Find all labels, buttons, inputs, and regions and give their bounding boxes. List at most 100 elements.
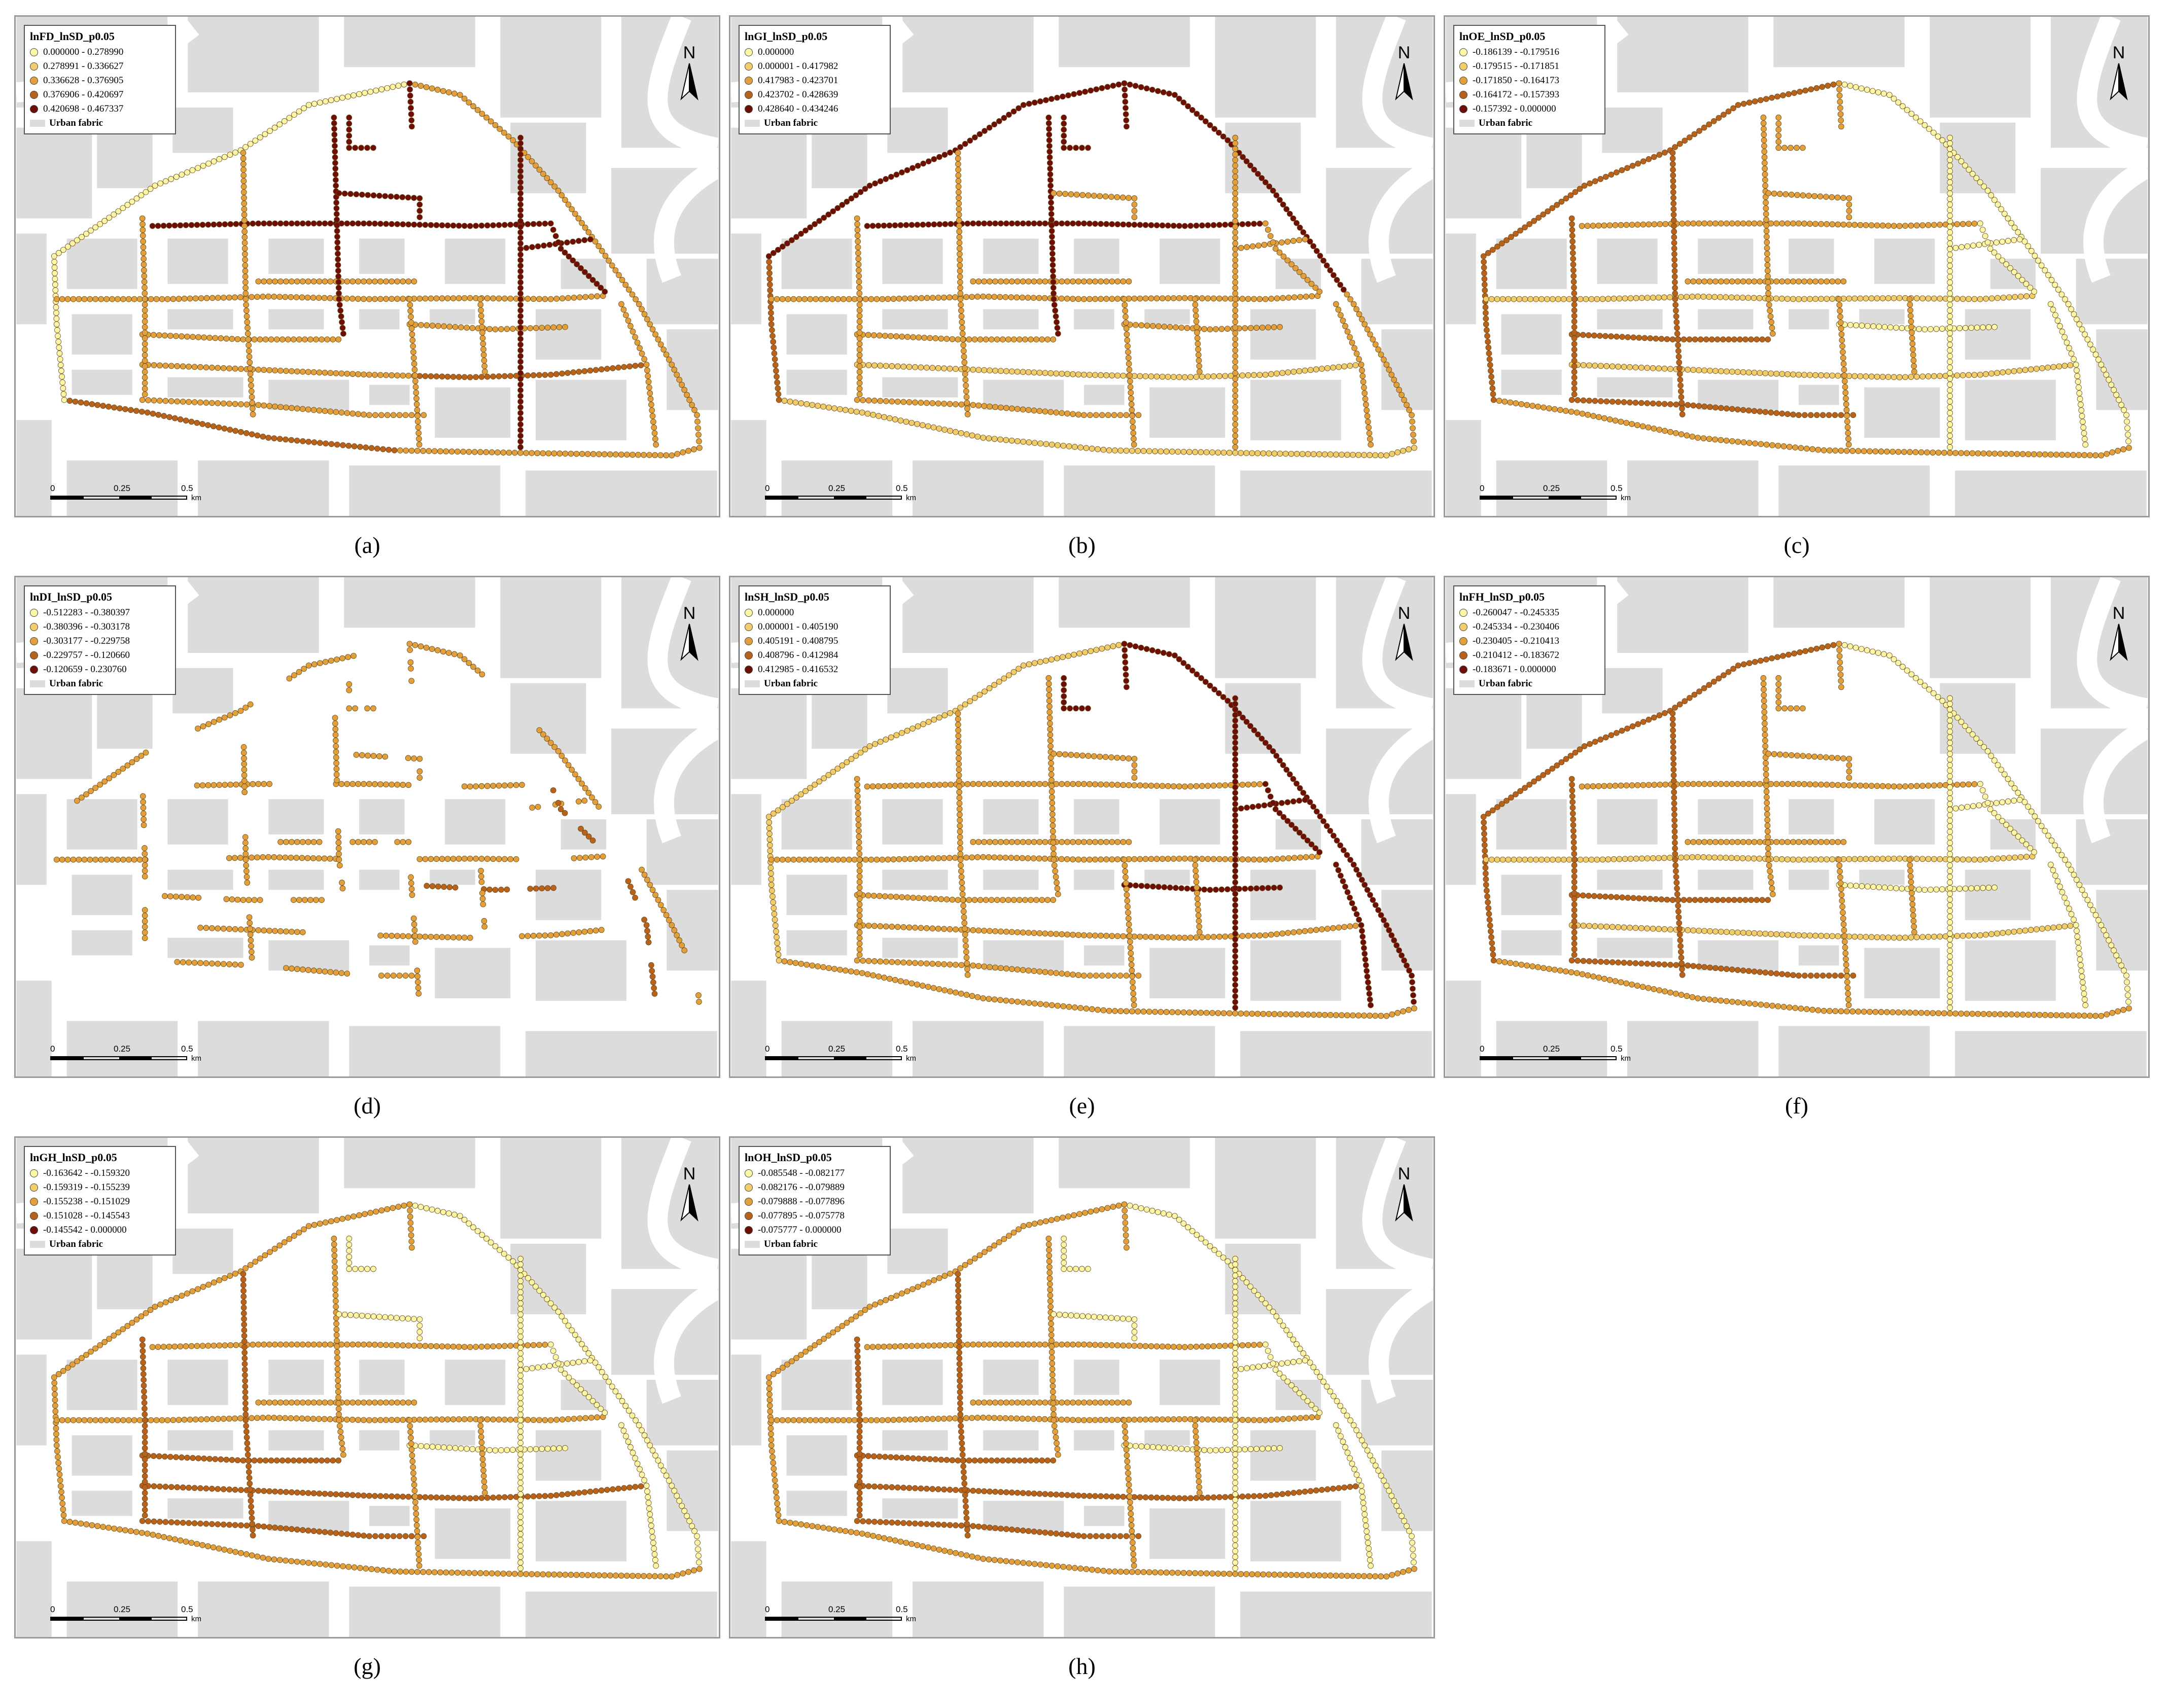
street-point xyxy=(407,98,414,105)
street-point xyxy=(983,897,989,903)
street-point xyxy=(242,268,249,274)
street-point xyxy=(335,256,341,263)
street-point xyxy=(812,221,818,227)
street-point xyxy=(1677,382,1684,389)
street-point xyxy=(1947,140,1953,147)
street-point xyxy=(288,854,294,861)
street-point xyxy=(246,347,252,354)
street-point xyxy=(446,884,453,890)
street-point xyxy=(408,117,415,124)
street-point xyxy=(1131,201,1138,208)
street-point xyxy=(1592,739,1598,745)
street-point xyxy=(920,721,927,727)
street-point xyxy=(894,363,901,370)
street-point xyxy=(1176,95,1182,102)
street-point xyxy=(694,412,700,419)
street-point xyxy=(479,111,485,117)
urban-fabric-block xyxy=(731,688,807,779)
street-point xyxy=(1142,373,1149,379)
street-point xyxy=(322,220,328,227)
street-point xyxy=(255,278,262,285)
street-point xyxy=(820,403,826,410)
street-point xyxy=(1937,373,1943,379)
street-point xyxy=(417,83,424,89)
street-point xyxy=(1258,736,1265,742)
urban-fabric-block xyxy=(902,577,1034,653)
street-point xyxy=(1362,396,1369,402)
street-point xyxy=(1119,194,1126,201)
urban-fabric-block xyxy=(1955,470,2147,516)
street-point xyxy=(2062,857,2068,863)
street-point xyxy=(671,927,678,933)
street-point xyxy=(1763,217,1769,223)
street-point xyxy=(517,290,524,297)
street-point xyxy=(2067,362,2074,368)
street-point xyxy=(1316,289,1323,295)
street-point xyxy=(268,336,274,342)
street-point xyxy=(1293,1011,1300,1018)
street-point xyxy=(1571,391,1578,398)
street-point xyxy=(855,822,862,828)
scale-tick-label: 0.25 xyxy=(828,1044,846,1054)
street-point xyxy=(663,912,670,918)
street-point xyxy=(1853,322,1860,329)
street-point xyxy=(637,345,643,352)
urban-fabric-block xyxy=(1698,309,1754,330)
street-point xyxy=(495,449,501,456)
street-point xyxy=(261,781,267,787)
street-point xyxy=(596,804,602,810)
street-point xyxy=(293,294,300,300)
street-point xyxy=(222,221,228,227)
street-point xyxy=(1268,931,1274,938)
street-point xyxy=(242,257,248,263)
urban-fabric-block xyxy=(198,1021,329,1076)
street-point xyxy=(142,363,148,369)
street-point xyxy=(334,233,340,240)
street-point xyxy=(129,759,135,765)
street-point xyxy=(1592,398,1598,404)
street-point xyxy=(2052,842,2058,849)
street-point xyxy=(92,296,99,302)
street-point xyxy=(1904,668,1910,674)
street-point xyxy=(530,296,537,302)
street-point xyxy=(770,810,777,817)
street-point xyxy=(1131,996,1137,1002)
street-point xyxy=(839,762,846,769)
street-point xyxy=(1192,856,1198,863)
street-point xyxy=(332,177,339,183)
street-point xyxy=(140,810,147,817)
street-point xyxy=(856,839,862,846)
street-point xyxy=(1051,190,1057,196)
street-point xyxy=(340,442,346,448)
street-point xyxy=(1788,145,1794,151)
street-point xyxy=(1238,450,1244,456)
street-point xyxy=(1144,323,1150,329)
street-point xyxy=(955,172,962,179)
street-point xyxy=(649,973,656,980)
street-point xyxy=(929,925,936,932)
street-point xyxy=(961,920,968,926)
street-point xyxy=(313,897,319,903)
street-point xyxy=(1841,81,1848,88)
street-point xyxy=(1123,880,1129,886)
street-point xyxy=(1372,1013,1379,1019)
street-point xyxy=(53,304,59,310)
street-point xyxy=(957,845,963,852)
street-point xyxy=(1232,856,1239,863)
street-point xyxy=(1930,449,1936,456)
urban-fabric-block xyxy=(1778,465,1930,516)
street-point xyxy=(771,350,778,357)
street-point xyxy=(1706,682,1712,688)
street-point xyxy=(1120,933,1127,939)
street-point xyxy=(1366,424,1372,431)
legend-class-row: 0.000000 xyxy=(745,606,885,620)
street-point xyxy=(1232,751,1239,757)
street-point xyxy=(920,422,926,428)
street-point xyxy=(896,856,902,862)
street-point xyxy=(1131,222,1138,228)
legend-class-row: -0.229757 - -0.120660 xyxy=(30,648,170,663)
street-point xyxy=(1971,296,1978,302)
street-point xyxy=(1220,1010,1227,1017)
street-point xyxy=(341,190,348,197)
street-point xyxy=(327,220,334,227)
